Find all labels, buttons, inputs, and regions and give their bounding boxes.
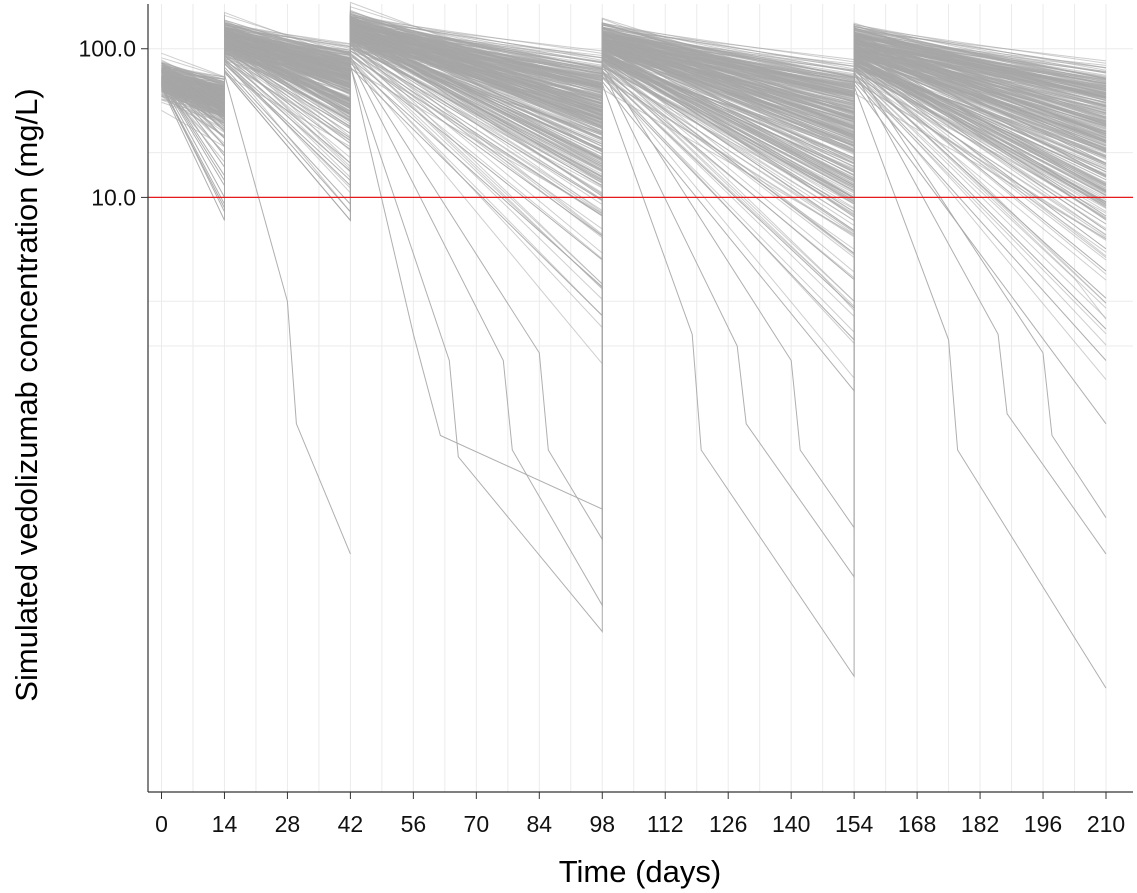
simulated-profile-line bbox=[161, 39, 1107, 176]
x-tick-label: 196 bbox=[1024, 811, 1062, 837]
x-tick-label: 168 bbox=[898, 811, 936, 837]
simulated-profile-line bbox=[161, 17, 1107, 146]
y-axis-title: Simulated vedolizumab concentration (mg/… bbox=[9, 88, 44, 701]
simulated-series-layer bbox=[161, 1, 1107, 689]
simulated-profile-line bbox=[161, 44, 1107, 238]
simulated-profile-line bbox=[161, 15, 1107, 80]
y-tick-labels: 100.0 10.0 bbox=[78, 36, 136, 211]
simulated-profile-line bbox=[161, 51, 1107, 281]
x-tick-label: 56 bbox=[401, 811, 427, 837]
simulated-profile-line bbox=[161, 23, 1107, 86]
series-line bbox=[161, 74, 351, 555]
simulated-profile-line bbox=[161, 14, 1107, 99]
simulated-profile-line bbox=[161, 14, 1107, 78]
simulated-profile-line bbox=[161, 18, 1107, 81]
x-tick-label: 84 bbox=[527, 811, 553, 837]
y-tick-label: 100.0 bbox=[78, 36, 136, 62]
x-tick-label: 154 bbox=[835, 811, 874, 837]
x-tick-label: 182 bbox=[961, 811, 999, 837]
x-tick-label: 140 bbox=[772, 811, 810, 837]
x-tick-label: 14 bbox=[212, 811, 238, 837]
simulated-profile-line bbox=[161, 34, 1107, 185]
simulated-profile-line bbox=[161, 40, 1107, 258]
axes-layer bbox=[141, 4, 1133, 799]
x-tick-label: 42 bbox=[338, 811, 364, 837]
simulated-profile-line bbox=[161, 58, 1107, 335]
x-tick-label: 0 bbox=[155, 811, 168, 837]
x-tick-label: 70 bbox=[464, 811, 490, 837]
x-tick-label: 98 bbox=[589, 811, 615, 837]
x-tick-label: 112 bbox=[647, 811, 684, 837]
simulated-profile-line bbox=[161, 67, 1107, 239]
x-tick-label: 126 bbox=[709, 811, 747, 837]
y-tick-label: 10.0 bbox=[91, 184, 136, 210]
series-line bbox=[161, 55, 1107, 542]
simulated-profile-line bbox=[161, 18, 1107, 173]
x-axis-title: Time (days) bbox=[559, 854, 721, 889]
simulated-profile-line bbox=[161, 36, 1107, 189]
simulated-profile-line bbox=[161, 58, 1107, 380]
x-tick-label: 210 bbox=[1087, 811, 1125, 837]
simulated-profile-line bbox=[161, 23, 1107, 98]
x-tick-label: 28 bbox=[275, 811, 301, 837]
simulated-profile-line bbox=[161, 48, 1107, 154]
simulated-profile-line bbox=[161, 31, 1107, 124]
simulated-profile-line bbox=[161, 32, 1107, 104]
x-tick-labels: 0 14 28 42 56 70 84 98 112 126 140 154 168 182 196 210 bbox=[155, 811, 1125, 837]
